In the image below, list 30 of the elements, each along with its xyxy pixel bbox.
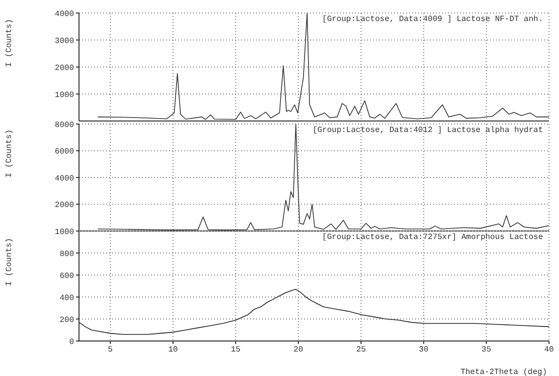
y-axis-title: I (Counts) <box>4 129 14 178</box>
line-series <box>79 288 549 335</box>
x-tick-label: 20 <box>294 346 304 355</box>
y-tick-label: 8000 <box>54 120 74 130</box>
x-tick-label: 35 <box>482 346 492 355</box>
series-label: [Group:Lactose, Data:4009 ] Lactose NF-DT anh. <box>322 15 543 24</box>
y-tick-label: 800 <box>60 250 74 259</box>
x-tick-label: 25 <box>356 346 366 355</box>
text: [Group:Lactose, Data:7275xr] Amorphous Lactose <box>322 233 543 242</box>
y-tick-label: 6000 <box>54 148 74 157</box>
x-tick-label: 15 <box>230 346 241 355</box>
y-tick-label: 400 <box>60 294 74 303</box>
y-tick-label: 3000 <box>54 36 74 46</box>
y-axis-title: I (Counts) <box>4 238 14 286</box>
y-axis-title: I (Counts) <box>4 18 14 67</box>
y-tick-label: 600 <box>60 272 74 281</box>
x-tick-label: 30 <box>418 346 429 355</box>
y-tick-label: 0 <box>69 338 74 347</box>
y-tick-label: 2000 <box>54 64 74 73</box>
x-tick-label: 5 <box>108 346 113 355</box>
y-tick-label: 2000 <box>54 201 74 210</box>
y-tick-label: 1000 <box>54 228 74 237</box>
y-tick-label: 4000 <box>54 10 74 19</box>
y-tick-label: 4000 <box>54 174 74 184</box>
x-axis-title: Theta-2Theta (deg) <box>460 368 547 376</box>
y-tick-label: 200 <box>60 316 74 325</box>
x-tick-label: 40 <box>544 346 554 355</box>
y-tick-label: 1000 <box>54 90 74 100</box>
x-tick-label: 10 <box>168 346 178 355</box>
text: [Group:Lactose, Data:4012 ] Lactose alpha hydrat <box>312 126 543 135</box>
